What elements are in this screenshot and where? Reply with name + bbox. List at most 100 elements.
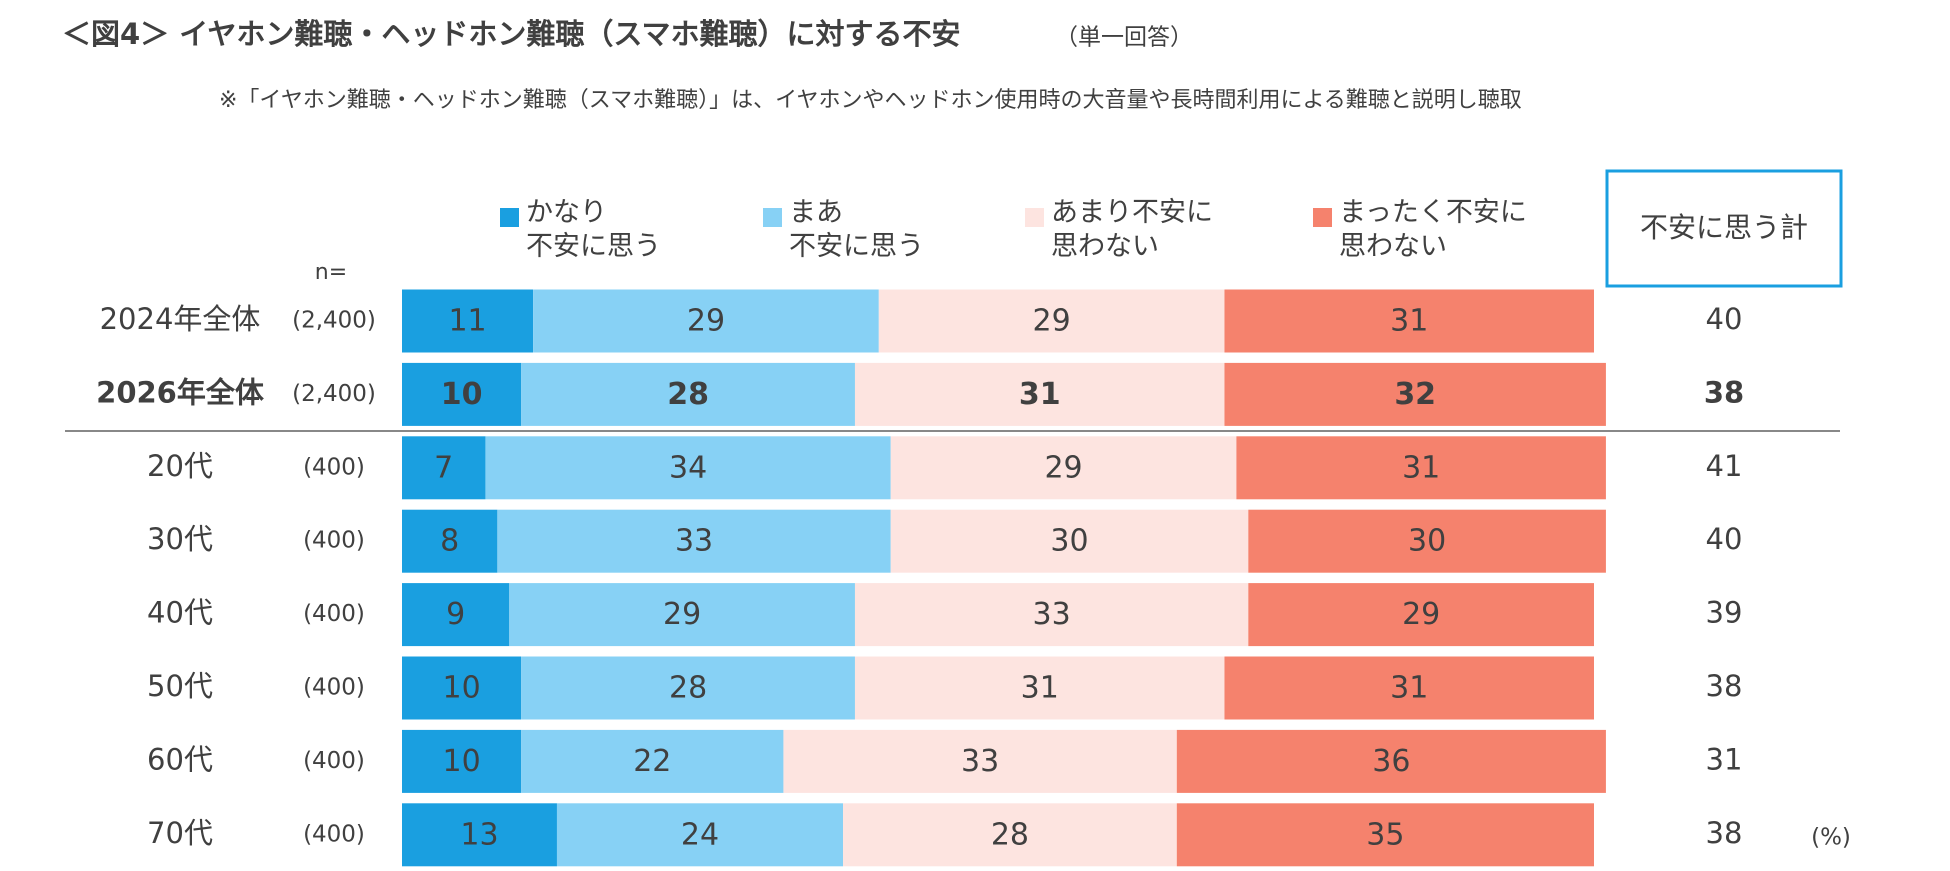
bar-segment xyxy=(521,362,855,426)
bar-label: 13 xyxy=(460,817,498,852)
category-label: 2026年全体 xyxy=(96,375,265,409)
bar-label: 30 xyxy=(1408,524,1446,559)
sample-size: (400) xyxy=(303,528,365,554)
bar-label: 29 xyxy=(1044,450,1082,485)
chart-subtitle: （単一回答） xyxy=(1055,25,1193,51)
bar-label: 28 xyxy=(669,671,707,706)
category-label: 20代 xyxy=(147,449,213,483)
category-label: 50代 xyxy=(147,669,213,703)
bar-label: 10 xyxy=(443,671,481,706)
bar-label: 31 xyxy=(1019,377,1061,412)
bar-segment xyxy=(402,289,534,353)
category-label: 60代 xyxy=(147,742,213,776)
bar-segment xyxy=(521,656,855,720)
sample-size: (400) xyxy=(303,748,365,774)
bar-segment xyxy=(1248,509,1606,573)
chart-title: ＜図4＞ イヤホン難聴・ヘッドホン難聴（スマホ難聴）に対する不安 xyxy=(62,17,961,51)
total-value: 39 xyxy=(1706,596,1743,630)
sample-size: (400) xyxy=(303,821,365,847)
bar-segment xyxy=(854,583,1249,647)
bar-segment xyxy=(509,583,855,647)
bar-segment xyxy=(402,436,486,500)
bar-label: 29 xyxy=(687,304,725,339)
total-value: 40 xyxy=(1706,522,1743,556)
bar-segment xyxy=(1176,729,1606,793)
total-box xyxy=(1605,169,1843,288)
legend-swatch xyxy=(1025,208,1044,227)
sample-size: (2,400) xyxy=(292,308,376,334)
bar-segment xyxy=(1236,436,1606,500)
unit-label: (%) xyxy=(1811,825,1851,851)
sample-size: (400) xyxy=(303,454,365,480)
bar-label: 28 xyxy=(991,817,1029,852)
bar-segment xyxy=(485,436,891,500)
legend-label: かなり 不安に思う xyxy=(526,197,661,262)
bar-label: 32 xyxy=(1394,377,1436,412)
sample-size: (400) xyxy=(303,675,365,701)
category-label: 40代 xyxy=(147,596,213,630)
bar-label: 35 xyxy=(1366,817,1404,852)
total-value: 41 xyxy=(1706,449,1743,483)
bar-label: 31 xyxy=(1390,671,1428,706)
bar-segment xyxy=(521,729,784,793)
legend-swatch xyxy=(763,208,782,227)
bar-label: 33 xyxy=(961,744,999,779)
bar-label: 28 xyxy=(667,377,709,412)
bar-segment xyxy=(1176,803,1594,867)
bar-segment xyxy=(1224,362,1606,426)
bar-label: 31 xyxy=(1021,671,1059,706)
bar-segment xyxy=(402,803,557,867)
category-label: 30代 xyxy=(147,522,213,556)
sample-size: (2,400) xyxy=(292,381,376,407)
bar-label: 29 xyxy=(1033,304,1071,339)
bar-segment xyxy=(402,729,522,793)
total-value: 38 xyxy=(1704,375,1744,409)
bar-label: 33 xyxy=(1033,597,1071,632)
bar-segment xyxy=(402,509,498,573)
bar-label: 30 xyxy=(1050,524,1088,559)
bar-segment xyxy=(556,803,844,867)
bar-label: 7 xyxy=(434,450,453,485)
bar-label: 22 xyxy=(633,744,671,779)
bar-label: 29 xyxy=(663,597,701,632)
bar-label: 36 xyxy=(1372,744,1410,779)
bar-segment xyxy=(1248,583,1594,647)
bar-segment xyxy=(783,729,1177,793)
bar-label: 8 xyxy=(440,524,459,559)
bar-segment xyxy=(890,436,1237,500)
legend-swatch xyxy=(1313,208,1332,227)
bar-segment xyxy=(1224,289,1594,353)
category-label: 2024年全体 xyxy=(100,302,261,336)
bar-segment xyxy=(497,509,891,573)
bar-segment xyxy=(402,656,522,720)
bar-label: 24 xyxy=(681,817,719,852)
legend-label: あまり不安に 思わない xyxy=(1051,197,1213,262)
sample-size: (400) xyxy=(303,601,365,627)
n-label: n= xyxy=(315,260,347,285)
total-header: 不安に思う計 xyxy=(1640,211,1808,244)
bar-label: 29 xyxy=(1402,597,1440,632)
bar-label: 34 xyxy=(669,450,707,485)
note: ※「イヤホン難聴・ヘッドホン難聴（スマホ難聴）」は、イヤホンやヘッドホン使用時の… xyxy=(219,88,1522,113)
legend-swatch xyxy=(500,208,519,227)
bar-segment xyxy=(890,509,1249,573)
bar-label: 31 xyxy=(1390,304,1428,339)
bar-segment xyxy=(402,583,510,647)
bar-label: 10 xyxy=(443,744,481,779)
bar-segment xyxy=(854,362,1225,426)
category-label: 70代 xyxy=(147,816,213,850)
bar-segment xyxy=(402,362,522,426)
total-value: 38 xyxy=(1706,816,1743,850)
bar-segment xyxy=(1224,656,1594,720)
total-value: 38 xyxy=(1706,669,1743,703)
bar-label: 33 xyxy=(675,524,713,559)
bar-label: 9 xyxy=(446,597,465,632)
bar-segment xyxy=(843,803,1177,867)
bar-label: 31 xyxy=(1402,450,1440,485)
bar-label: 11 xyxy=(448,304,486,339)
total-value: 40 xyxy=(1706,302,1743,336)
bar-segment xyxy=(854,656,1225,720)
legend-label: まあ 不安に思う xyxy=(789,197,924,262)
